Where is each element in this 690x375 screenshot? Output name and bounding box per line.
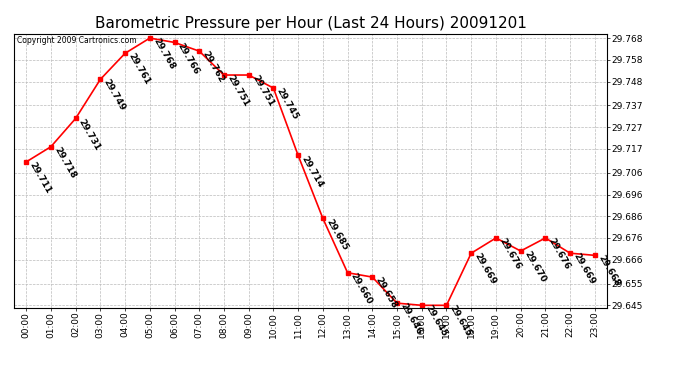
Text: 29.766: 29.766 <box>176 41 201 76</box>
Text: 29.751: 29.751 <box>226 74 250 108</box>
Text: 29.658: 29.658 <box>374 276 399 310</box>
Text: 29.731: 29.731 <box>77 117 102 152</box>
Text: 29.749: 29.749 <box>101 78 127 113</box>
Text: 29.745: 29.745 <box>275 87 300 122</box>
Text: 29.645: 29.645 <box>423 304 448 339</box>
Text: 29.676: 29.676 <box>546 237 572 271</box>
Text: 29.762: 29.762 <box>201 50 226 84</box>
Text: 29.714: 29.714 <box>299 154 325 189</box>
Text: 29.670: 29.670 <box>522 250 547 284</box>
Text: 29.685: 29.685 <box>324 217 349 252</box>
Text: 29.768: 29.768 <box>151 37 177 71</box>
Title: Barometric Pressure per Hour (Last 24 Hours) 20091201: Barometric Pressure per Hour (Last 24 Ho… <box>95 16 526 31</box>
Text: 29.669: 29.669 <box>473 252 497 286</box>
Text: 29.668: 29.668 <box>596 254 622 289</box>
Text: 29.669: 29.669 <box>571 252 597 286</box>
Text: 29.676: 29.676 <box>497 237 522 271</box>
Text: 29.660: 29.660 <box>349 272 374 306</box>
Text: 29.646: 29.646 <box>398 302 424 336</box>
Text: Copyright 2009 Cartronics.com: Copyright 2009 Cartronics.com <box>17 36 137 45</box>
Text: 29.751: 29.751 <box>250 74 275 108</box>
Text: 29.761: 29.761 <box>126 52 152 87</box>
Text: 29.711: 29.711 <box>28 160 52 195</box>
Text: 29.645: 29.645 <box>448 304 473 339</box>
Text: 29.718: 29.718 <box>52 146 77 180</box>
